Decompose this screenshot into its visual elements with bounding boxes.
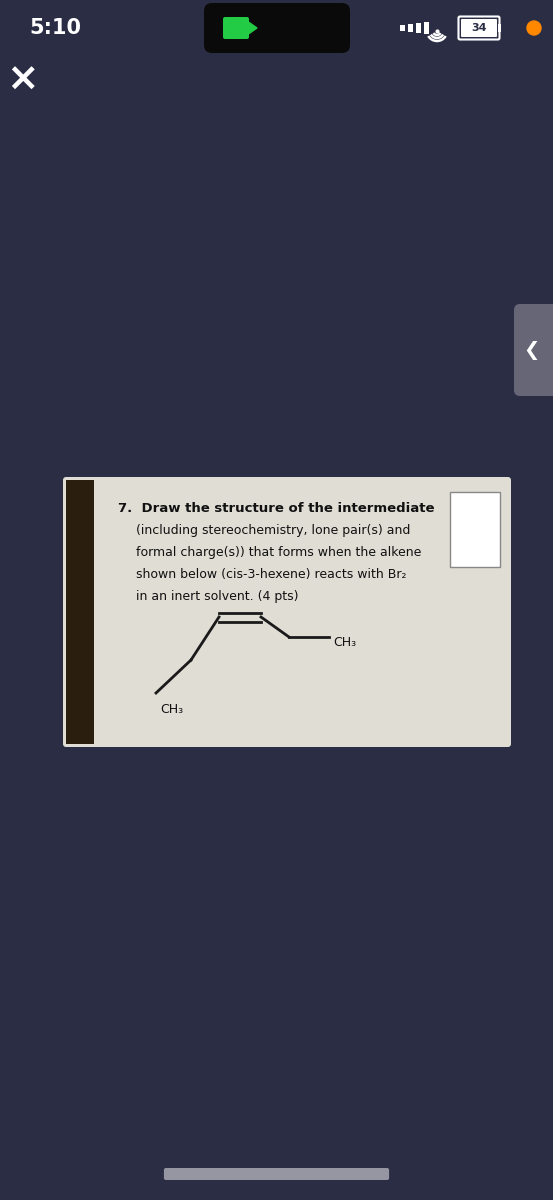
Circle shape [527, 20, 541, 35]
Text: ×: × [6, 61, 38, 98]
Polygon shape [247, 20, 257, 35]
Bar [408, 24, 413, 32]
Bar [498, 24, 501, 32]
FancyBboxPatch shape [63, 476, 511, 746]
Text: shown below (cis-3-hexene) reacts with Br₂: shown below (cis-3-hexene) reacts with B… [136, 568, 406, 581]
Text: ❮: ❮ [523, 341, 539, 360]
Bar [400, 25, 405, 31]
Bar [66, 480, 94, 744]
Text: (including stereochemistry, lone pair(s) and: (including stereochemistry, lone pair(s)… [136, 524, 410, 538]
FancyBboxPatch shape [223, 17, 249, 38]
FancyBboxPatch shape [514, 304, 553, 396]
FancyBboxPatch shape [461, 19, 497, 37]
Text: in an inert solvent. (4 pts): in an inert solvent. (4 pts) [136, 590, 299, 602]
Bar [424, 22, 429, 34]
Text: 34: 34 [471, 23, 487, 32]
Bar [450, 492, 500, 566]
Text: 7.  Draw the structure of the intermediate: 7. Draw the structure of the intermediat… [118, 502, 435, 515]
Text: formal charge(s)) that forms when the alkene: formal charge(s)) that forms when the al… [136, 546, 421, 559]
FancyBboxPatch shape [164, 1168, 389, 1180]
Text: CH₃: CH₃ [333, 636, 356, 648]
Bar [416, 23, 421, 34]
Text: CH₃: CH₃ [160, 703, 183, 716]
FancyBboxPatch shape [204, 2, 350, 53]
Text: 5:10: 5:10 [29, 18, 81, 38]
